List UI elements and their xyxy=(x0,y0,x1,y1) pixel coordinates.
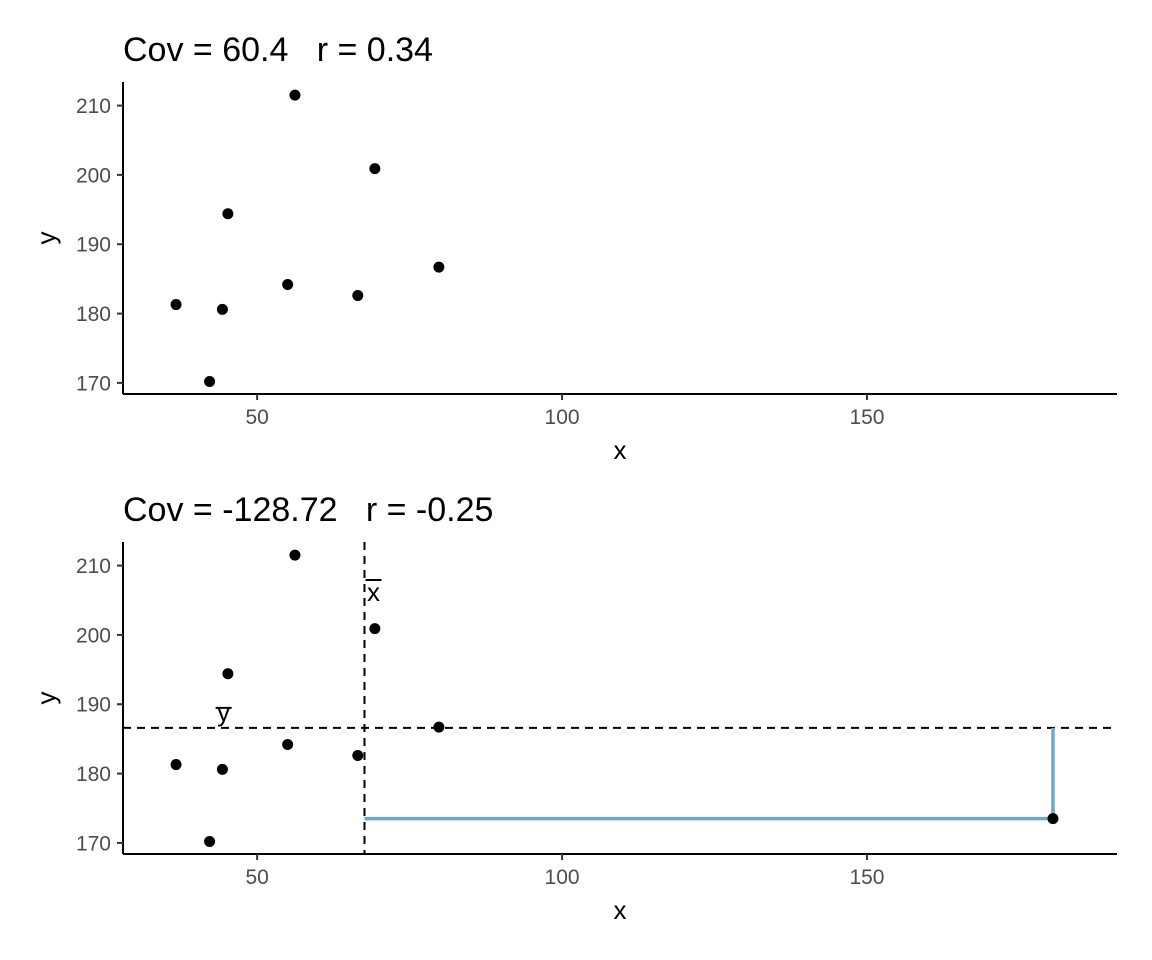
data-point xyxy=(369,623,381,635)
data-point xyxy=(222,668,234,680)
y-tick-label: 170 xyxy=(76,832,111,855)
data-point xyxy=(170,759,182,771)
point-layer xyxy=(170,549,1059,848)
data-point xyxy=(289,549,301,561)
data-point xyxy=(170,299,182,311)
x-axis-title: x xyxy=(614,895,627,925)
y-tick-label: 190 xyxy=(76,234,111,257)
mean-y-label-text: y xyxy=(217,697,230,727)
y-axis-title: y xyxy=(31,232,61,245)
axes: 50 100 150 170 180 190 200 210 xyxy=(76,82,1117,429)
data-point xyxy=(369,163,381,175)
data-point xyxy=(222,208,234,220)
y-tick-label: 180 xyxy=(76,763,111,786)
x-tick-label: 100 xyxy=(545,866,580,889)
x-tick-label: 50 xyxy=(245,406,268,429)
data-point xyxy=(352,750,364,762)
x-tick-label: 150 xyxy=(849,406,884,429)
y-tick-label: 200 xyxy=(76,164,111,187)
scatter-panel-bottom: Cov = -128.72 r = -0.25 x y 50 100 150 170… xyxy=(31,491,1117,925)
data-point xyxy=(289,89,301,101)
data-point xyxy=(282,278,294,290)
y-tick-label: 190 xyxy=(76,694,111,717)
data-point xyxy=(433,721,445,733)
y-tick-label: 180 xyxy=(76,303,111,326)
data-point xyxy=(433,261,445,273)
mean-x-label-text: x xyxy=(367,577,380,607)
data-point xyxy=(204,836,216,848)
y-ticks: 170 180 190 200 210 xyxy=(76,555,123,855)
y-axis-title: y xyxy=(31,692,61,705)
mean-x-label: x xyxy=(365,577,382,607)
point-layer xyxy=(170,89,445,388)
axes: 50 100 150 170 180 190 200 210 xyxy=(76,542,1117,889)
y-tick-label: 200 xyxy=(76,624,111,647)
x-tick-label: 100 xyxy=(545,406,580,429)
data-point xyxy=(282,738,294,750)
x-axis-title: x xyxy=(614,435,627,465)
scatter-panel-top: Cov = 60.4 r = 0.34 50 100 150 170 180 190 20… xyxy=(31,31,1117,465)
x-tick-label: 150 xyxy=(849,866,884,889)
chart-title: Cov = 60.4 r = 0.34 xyxy=(123,31,433,69)
data-point xyxy=(352,290,364,302)
x-tick-label: 50 xyxy=(245,866,268,889)
x-ticks: 50 100 150 xyxy=(245,854,884,889)
x-ticks: 50 100 150 xyxy=(245,394,884,429)
y-tick-label: 210 xyxy=(76,95,111,118)
data-point xyxy=(204,376,216,388)
mean-guides xyxy=(123,542,1117,854)
y-tick-label: 210 xyxy=(76,555,111,578)
data-point xyxy=(1047,813,1059,825)
mean-y-label: y xyxy=(215,697,232,727)
y-ticks: 170 180 190 200 210 xyxy=(76,95,123,395)
data-point xyxy=(216,303,228,315)
data-point xyxy=(216,763,228,775)
y-tick-label: 170 xyxy=(76,372,111,395)
chart-title: Cov = -128.72 r = -0.25 xyxy=(123,491,493,529)
